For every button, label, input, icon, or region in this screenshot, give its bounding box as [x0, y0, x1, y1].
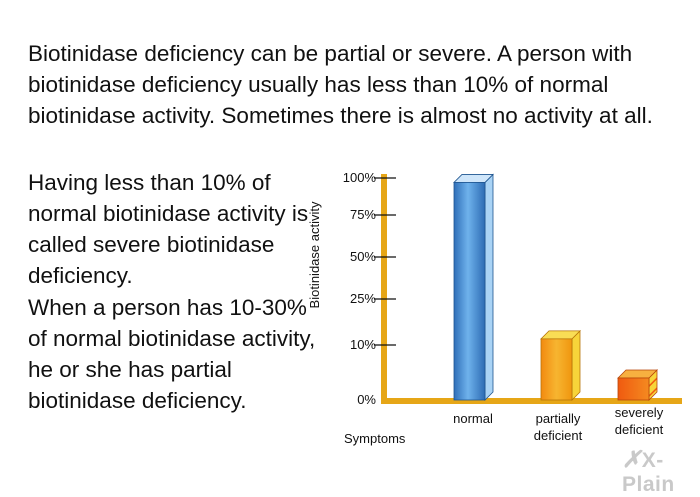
x-tick-label: partially: [536, 411, 581, 426]
y-tick-label: 50%: [350, 249, 376, 264]
y-tick-label: 75%: [350, 207, 376, 222]
severe-deficiency-text: Having less than 10% of normal biotinida…: [28, 170, 309, 288]
y-axis-ticks: 0% 10% 25% 50% 75% 100%: [343, 170, 396, 407]
y-tick-label: 25%: [350, 291, 376, 306]
x-tick-label: normal: [453, 411, 493, 426]
intro-text: Biotinidase deficiency can be partial or…: [28, 41, 653, 128]
chart-axes: [381, 174, 682, 404]
y-axis-line: [381, 174, 387, 402]
bar-severely-deficient: [617, 369, 658, 401]
partial-deficiency-text: When a person has 10-30% of normal bioti…: [28, 295, 316, 413]
x-tick-label: severely: [615, 405, 664, 420]
y-axis-label: Biotinidase activity: [307, 201, 322, 308]
y-tick-label: 100%: [343, 170, 377, 185]
x-plain-logo: ✗X-Plain: [622, 446, 675, 496]
bar-normal: [453, 173, 494, 401]
x-axis-labels: normal partially deficient severely deficien…: [453, 405, 664, 443]
y-tick-label: 10%: [350, 337, 376, 352]
bar-partially-deficient: [540, 329, 581, 401]
x-axis-line: [381, 398, 682, 404]
y-tick-label: 0%: [357, 392, 376, 407]
x-tick-label: deficient: [615, 422, 664, 437]
biotinidase-activity-chart: 0% 10% 25% 50% 75% 100% normal partially defici…: [307, 170, 682, 446]
chart-bars: [453, 173, 658, 401]
x-axis-label: Symptoms: [344, 431, 406, 446]
x-tick-label: deficient: [534, 428, 583, 443]
